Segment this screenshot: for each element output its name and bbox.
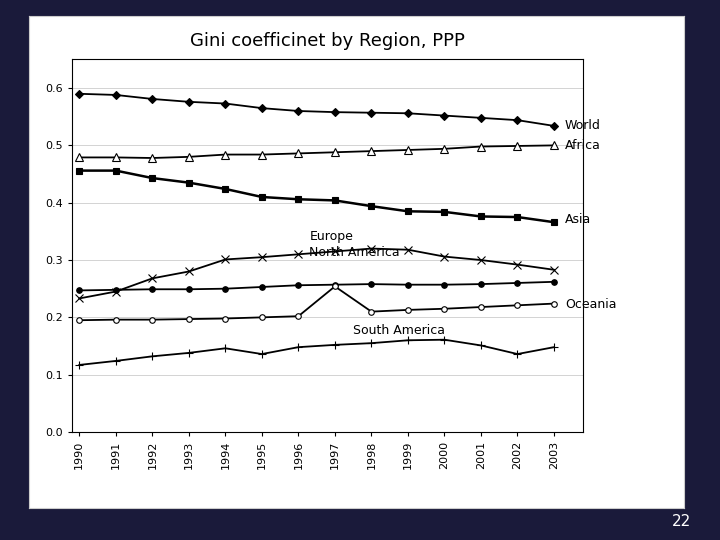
Text: Asia: Asia [565, 213, 591, 226]
Text: Oceania: Oceania [565, 298, 616, 311]
Text: North America: North America [310, 246, 400, 259]
Text: World: World [565, 119, 600, 132]
Text: South America: South America [354, 325, 445, 338]
Title: Gini coefficinet by Region, PPP: Gini coefficinet by Region, PPP [190, 31, 465, 50]
Text: 22: 22 [672, 514, 691, 529]
Text: Europe: Europe [310, 230, 354, 243]
Text: Africa: Africa [565, 139, 600, 152]
